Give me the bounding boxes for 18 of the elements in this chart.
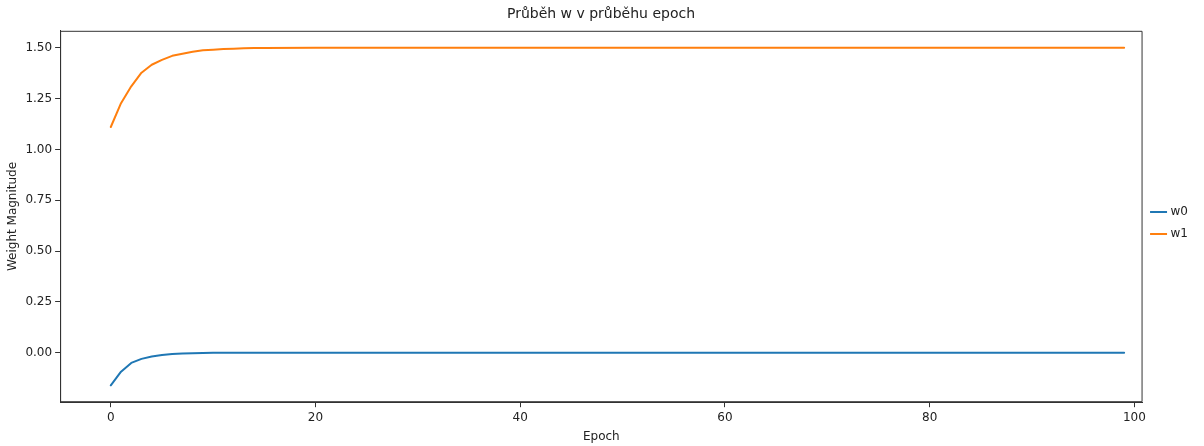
y-tick-label: 1.50 [25, 39, 53, 54]
x-tick-label: 100 [1122, 409, 1146, 424]
y-tick-label: 0.25 [25, 294, 53, 309]
y-tick-label: 0.50 [25, 243, 53, 258]
legend-label: w0 [1170, 204, 1188, 219]
y-tick-label: 1.00 [25, 141, 53, 156]
x-axis-title: Epoch [582, 428, 620, 443]
legend-label: w1 [1170, 226, 1188, 241]
x-tick-label: 20 [307, 409, 324, 424]
y-tick-label: 1.25 [25, 90, 53, 105]
y-tick-label: 0.00 [25, 344, 53, 359]
x-tick-label: 60 [717, 409, 733, 424]
y-axis-title: Weight Magnitude [5, 161, 20, 272]
x-tick-label: 40 [512, 409, 528, 424]
x-tick-label: 80 [922, 409, 938, 424]
y-tick-label: 0.75 [25, 192, 53, 207]
chart-title: Průběh w v průběhu epoch [506, 5, 696, 22]
x-tick-label: 0 [106, 409, 115, 424]
